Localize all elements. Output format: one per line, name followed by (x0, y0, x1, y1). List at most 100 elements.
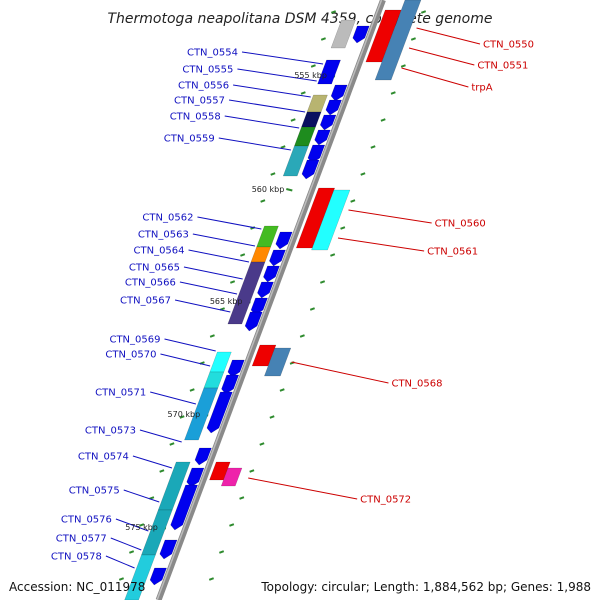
gene-leader-line (188, 249, 250, 263)
scale-tick (189, 388, 195, 392)
gene-leader-line (241, 51, 324, 65)
gene-feature-right (374, 0, 422, 81)
gene-leader-line (218, 137, 291, 151)
scale-tick (270, 172, 276, 176)
gene-leader-line (179, 281, 238, 295)
gene-leader-line (110, 537, 142, 551)
gene-label: CTN_0567 (120, 296, 171, 307)
scale-tick (208, 577, 214, 581)
gene-leader-line (183, 266, 243, 280)
gene-label: CTN_0577 (56, 534, 107, 545)
scale-tick (320, 37, 326, 41)
scale-tick (209, 334, 215, 338)
leader-line-layer (105, 27, 481, 569)
backbone-layer (155, 0, 386, 600)
genome-backbone-highlight (156, 0, 383, 600)
scale-tick (290, 118, 296, 122)
gene-feature-left (184, 387, 219, 441)
scale-tick (279, 388, 285, 392)
scale-tick (380, 118, 386, 122)
gene-leader-line (237, 68, 317, 82)
forward-strand-arrow (352, 25, 370, 44)
gene-feature-left (282, 145, 309, 177)
gene-label: CTN_0556 (178, 81, 229, 92)
forward-strand-arrow (301, 159, 320, 180)
forward-strand-arrow (244, 311, 263, 332)
scale-tick (300, 91, 306, 95)
gene-label: CTN_0573 (85, 426, 136, 437)
forward-strand-arrow (257, 281, 274, 299)
scale-tick (229, 523, 235, 527)
scale-tick (420, 10, 427, 14)
scale-tick (179, 415, 185, 419)
forward-strand-arrow (194, 447, 212, 466)
gene-feature-left (203, 371, 225, 389)
scale-tick (310, 64, 316, 68)
forward-strand-arrow (319, 114, 337, 131)
scale-tick (229, 280, 236, 284)
gene-leader-line (105, 555, 135, 569)
gene-label: trpA (471, 83, 492, 94)
gene-feature-left (209, 351, 232, 373)
scale-tick (239, 496, 245, 500)
forward-strand-arrow (170, 484, 198, 531)
gene-feature-left (124, 554, 156, 600)
scale-tick (259, 442, 265, 446)
gene-label: CTN_0570 (105, 350, 156, 361)
gene-leader-line (337, 237, 425, 252)
gene-label: CTN_0572 (360, 495, 411, 506)
gene-leader-line (416, 27, 481, 45)
scale-tick (249, 469, 255, 473)
gene-label: CTN_0555 (182, 65, 233, 76)
forward-strand-arrow (269, 249, 286, 267)
scale-tick (169, 442, 175, 446)
scale-tick (360, 172, 366, 176)
scale-tick (309, 307, 315, 311)
gene-leader-line (408, 47, 475, 66)
kbp-marker: 575 kbp (125, 523, 158, 532)
scale-tick (400, 64, 406, 68)
forward-strand-arrow (263, 265, 280, 283)
gene-label: CTN_0557 (174, 96, 225, 107)
scale-tick (260, 199, 266, 203)
scale-tick (330, 10, 337, 14)
gene-leader-line (150, 391, 197, 405)
gene-leader-line (401, 67, 469, 88)
gene-label: CTN_0575 (69, 486, 120, 497)
gene-feature-right (220, 467, 243, 487)
forward-strand-arrow (314, 129, 331, 146)
forward-strand-arrow (325, 99, 342, 116)
kbp-marker: 555 kbp (294, 71, 327, 80)
gene-label: CTN_0561 (427, 247, 478, 258)
map-title: Thermotoga neapolitana DSM 4359, complet… (108, 11, 493, 27)
gene-leader-line (228, 99, 306, 113)
forward-strand-arrow (330, 84, 348, 102)
gene-label: CTN_0576 (61, 515, 112, 526)
scale-tick (118, 577, 124, 581)
gene-label: CTN_0562 (142, 213, 193, 224)
scale-tick (340, 226, 346, 230)
gene-label: CTN_0574 (78, 452, 129, 463)
scale-tick (219, 550, 225, 554)
gene-leader-line (192, 233, 256, 247)
scale-tick (410, 37, 416, 41)
accession-label: Accession: NC_011978 (9, 580, 146, 594)
gene-feature-right (311, 189, 351, 251)
gene-label: CTN_0563 (138, 230, 189, 241)
gene-feature-left (294, 126, 316, 147)
gene-label: CTN_0564 (134, 246, 185, 257)
forward-strand-arrow (227, 359, 245, 378)
gene-feature-left (330, 19, 356, 49)
kbp-marker: 560 kbp (252, 185, 285, 194)
gene-label: CTN_0554 (187, 48, 238, 59)
scale-tick (159, 469, 165, 473)
gene-leader-line (164, 338, 216, 352)
scale-tick (330, 253, 336, 257)
gene-feature-right (295, 187, 336, 249)
gene-leader-line (291, 361, 389, 384)
gene-leader-line (174, 299, 231, 313)
gene-feature-left (317, 59, 341, 85)
strand-arrow-layer (149, 25, 370, 586)
genome-summary-label: Topology: circular; Length: 1,884,562 bp… (261, 580, 591, 594)
scale-tick (240, 253, 246, 257)
